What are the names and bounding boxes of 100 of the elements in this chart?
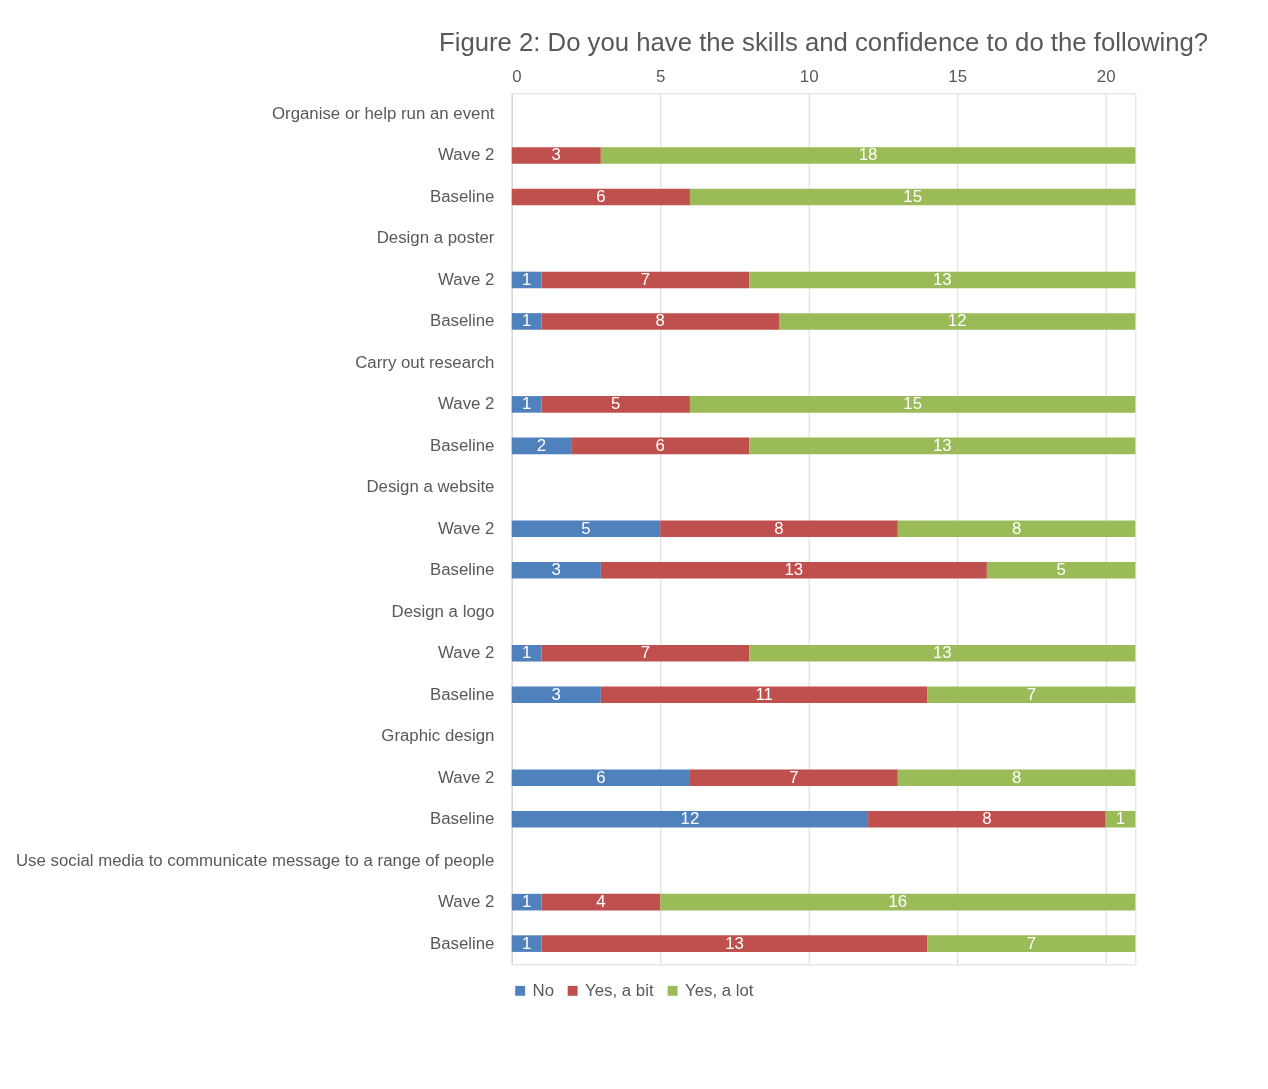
chart-title: Figure 2: Do you have the skills and confidence to do the following? [438,27,1209,56]
data-label: 6 [655,435,665,455]
data-label: 12 [680,809,700,829]
bar [541,893,661,911]
y-tick-label: Graphic design [381,726,495,746]
y-tick-label: Use social media to communicate message to a range of people [15,850,495,870]
data-label: 16 [888,892,908,912]
bar [511,188,690,206]
y-tick-label: Wave 2 [438,394,495,414]
y-tick-label: Carry out research [355,352,495,372]
bar [541,313,780,330]
bar [689,396,1136,413]
data-label: 1 [521,933,532,953]
data-label: 1 [521,643,532,663]
bar [689,188,1136,206]
data-label: 3 [551,560,561,580]
bar [600,686,928,704]
data-label: 8 [1011,767,1022,787]
x-tick-label: 0 [512,66,522,86]
bar [511,644,542,662]
y-tick-label: Baseline [429,684,495,704]
data-label: 8 [774,518,784,538]
data-label: 5 [581,518,591,538]
bar [986,562,1136,579]
data-label: 15 [903,394,922,414]
bar [541,396,690,413]
bar [541,935,928,952]
y-tick-label: Baseline [429,311,495,331]
y-tick-label: Design a website [366,477,495,497]
bar [511,935,542,952]
data-label: 15 [903,186,922,206]
data-label: 11 [755,684,773,704]
bar [600,147,1136,164]
data-label: 13 [932,269,952,289]
y-tick-label: Design a logo [391,601,495,621]
y-tick-label: Wave 2 [438,269,495,289]
data-label: 1 [521,311,532,331]
bar [749,437,1136,455]
bar [511,520,661,538]
y-tick-label: Wave 2 [438,643,495,663]
data-label: 13 [932,435,952,455]
bar [927,935,1136,952]
data-label: 6 [596,186,606,206]
bar [511,810,869,828]
bar [660,520,898,538]
data-label: 13 [932,643,952,663]
y-tick-label: Design a poster [376,228,495,248]
data-label: 5 [611,394,621,414]
data-label: 1 [521,892,532,912]
data-label: 5 [1056,560,1066,580]
bar [660,893,1136,911]
y-tick-label: Baseline [429,560,495,580]
data-label: 12 [947,311,967,331]
data-label: 7 [1026,684,1037,704]
data-label: 4 [596,892,606,912]
bar [511,562,601,579]
legend-label: Yes, a bit [585,980,654,1000]
data-label: 3 [551,684,561,704]
bar [749,644,1136,662]
y-tick-label: Wave 2 [438,145,495,165]
data-label: 1 [1115,809,1126,829]
data-label: 6 [596,767,606,787]
data-label: 18 [858,145,878,165]
bar [779,313,1136,330]
bar [511,147,601,164]
x-tick-label: 10 [799,66,819,86]
data-label: 7 [789,767,799,787]
data-label: 8 [655,311,665,331]
y-tick-label: Baseline [429,809,495,829]
bar [868,810,1106,828]
x-tick-label: 20 [1096,66,1116,86]
legend-label: No [532,980,555,1000]
bar [511,396,542,413]
data-label: 1 [521,394,532,414]
x-tick-label: 5 [656,66,666,86]
data-label: 8 [982,809,992,829]
bar [511,313,542,330]
data-label: 13 [725,933,744,953]
bar [897,769,1136,786]
y-tick-label: Wave 2 [438,767,495,787]
data-label: 8 [1011,518,1022,538]
data-label: 13 [784,560,804,580]
bar [511,686,601,704]
bar [541,644,750,662]
bar [600,562,987,579]
bar [689,769,898,786]
bar [749,271,1136,289]
y-tick-label: Baseline [429,186,495,206]
data-label: 3 [551,145,561,165]
data-label: 7 [640,269,651,289]
bar [571,437,750,455]
y-tick-label: Wave 2 [438,518,495,538]
legend-label: Yes, a lot [684,980,754,1000]
bar [541,271,750,289]
data-label: 7 [640,643,651,663]
data-label: 7 [1026,933,1037,953]
data-label: 1 [521,269,532,289]
bar [897,520,1136,538]
y-tick-label: Baseline [429,933,495,953]
y-tick-label: Baseline [429,435,495,455]
